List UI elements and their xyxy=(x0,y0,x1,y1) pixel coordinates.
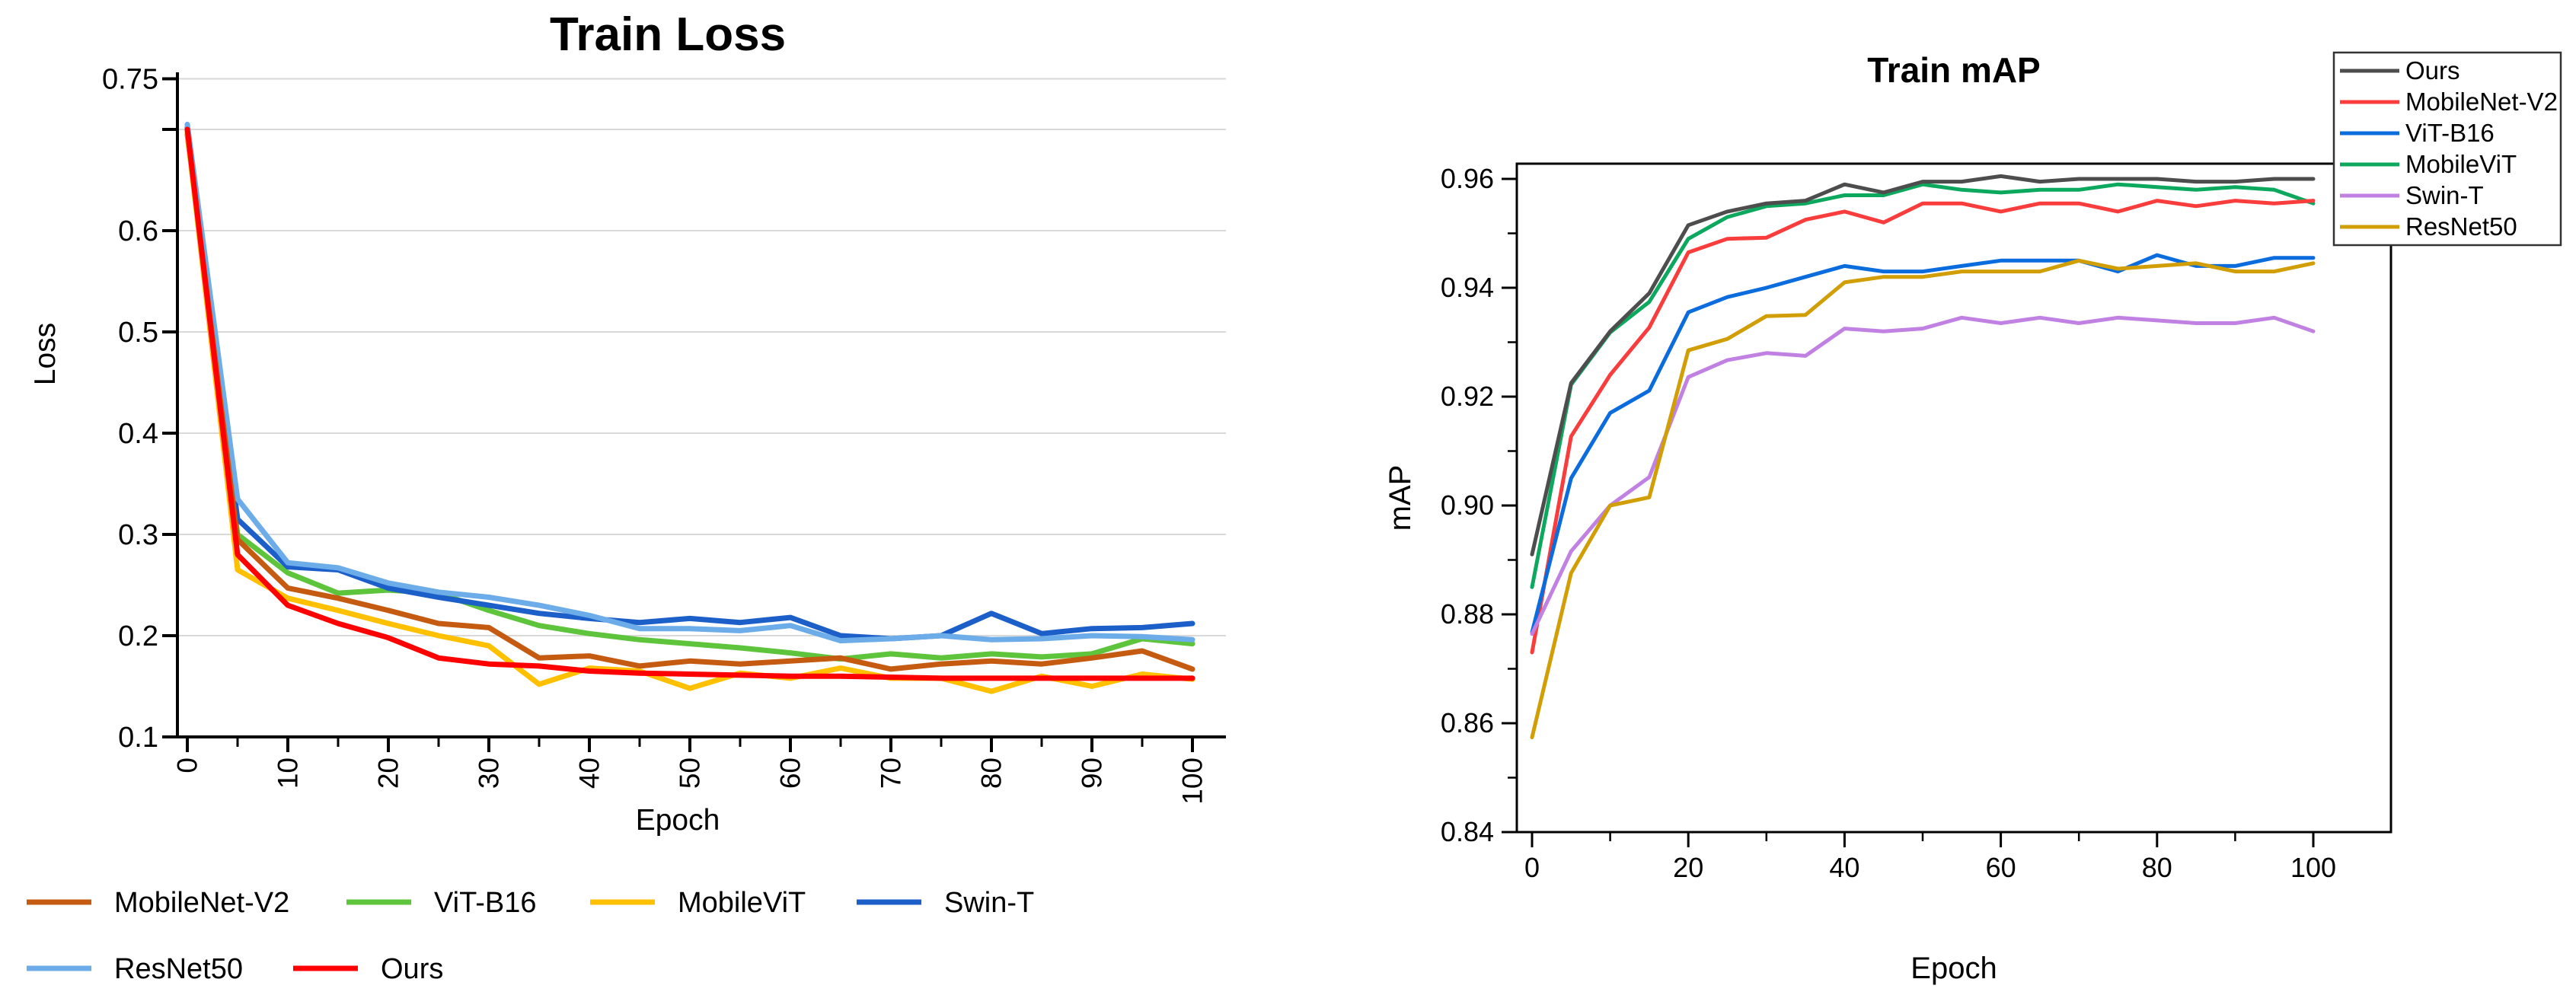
map-legend: Ours MobileNet-V2 ViT-B16 MobileViT Swin-T Re… xyxy=(2332,51,2562,247)
x-tick-label: 60 xyxy=(1986,852,2016,883)
map-tick-labels: 0.84 0.86 0.88 0.90 0.92 0.94 0.96 0 20 40 60 80 100 xyxy=(1441,163,2336,883)
x-tick-label: 0 xyxy=(172,757,203,773)
x-tick-label: 80 xyxy=(2142,852,2172,883)
legend-label: ViT-B16 xyxy=(2405,119,2495,147)
legend-label: Swin-T xyxy=(944,887,1034,919)
legend-item: Swin-T xyxy=(2340,181,2484,209)
series-line-swin-t xyxy=(184,124,1195,642)
y-tick-label: 0.94 xyxy=(1441,272,1494,303)
plot-frame xyxy=(1515,162,2392,834)
y-tick-label: 0.1 xyxy=(118,722,158,754)
y-tick-label: 0.5 xyxy=(118,317,158,349)
legend-item: MobileNet-V2 xyxy=(27,887,289,919)
x-tick-label: 0 xyxy=(1524,852,1540,883)
x-tick-label: 80 xyxy=(976,757,1007,789)
loss-axes xyxy=(162,72,1226,752)
series-line-mobilevit xyxy=(1530,182,2316,589)
y-tick-label: 0.3 xyxy=(118,519,158,551)
legend-label: MobileViT xyxy=(2405,150,2517,178)
series-line-mobilevit xyxy=(184,129,1195,694)
y-tick-label: 0.2 xyxy=(118,620,158,652)
loss-legend: MobileNet-V2 ViT-B16 MobileViT Swin-T ResNet… xyxy=(27,887,1034,985)
map-series-lines xyxy=(1530,174,2316,740)
loss-gridlines xyxy=(177,78,1226,636)
train-loss-figure: 0.1 0.2 0.3 0.4 0.5 0.6 0.75 0 10 20 30 40 50 60 70 80 9… xyxy=(27,8,1226,985)
legend-item: Ours xyxy=(2340,56,2460,85)
map-axes xyxy=(1502,162,2392,847)
x-tick-label: 90 xyxy=(1077,757,1108,789)
y-tick-label: 0.96 xyxy=(1441,163,1494,194)
series-line-ours xyxy=(184,126,1195,681)
legend-item: ResNet50 xyxy=(2340,212,2517,241)
legend-label: Swin-T xyxy=(2405,181,2484,209)
legend-item: ViT-B16 xyxy=(346,887,536,919)
series-line-vit-b16 xyxy=(184,126,1195,662)
legend-item: MobileNet-V2 xyxy=(2340,88,2558,116)
legend-label: MobileNet-V2 xyxy=(114,887,289,919)
x-tick-label: 40 xyxy=(574,757,605,789)
x-tick-label: 10 xyxy=(273,757,304,789)
train-map-figure: 0.84 0.86 0.88 0.90 0.92 0.94 0.96 0 20 40 60 80 100… xyxy=(1294,0,2576,995)
series-line-mobilenet-v2 xyxy=(1530,199,2316,655)
legend-label: ResNet50 xyxy=(2405,212,2517,241)
y-tick-label: 0.86 xyxy=(1441,707,1494,738)
y-tick-label: 0.84 xyxy=(1441,816,1494,847)
loss-tick-labels: 0.1 0.2 0.3 0.4 0.5 0.6 0.75 0 10 20 30 40 50 60 70 80 9… xyxy=(102,64,1208,805)
legend-label: MobileViT xyxy=(678,887,806,919)
x-tick-label: 30 xyxy=(474,757,505,789)
series-line-ours xyxy=(1530,174,2316,556)
x-tick-label: 60 xyxy=(775,757,806,789)
y-tick-label: 0.75 xyxy=(102,64,158,96)
legend-label: Ours xyxy=(2405,56,2460,85)
series-line-vit-b16 xyxy=(1530,253,2316,635)
loss-x-axis-title: Epoch xyxy=(636,804,720,837)
y-tick-label: 0.90 xyxy=(1441,490,1494,521)
y-tick-label: 0.88 xyxy=(1441,598,1494,630)
legend-label: ResNet50 xyxy=(114,953,243,985)
legend-label: MobileNet-V2 xyxy=(2405,88,2558,116)
loss-y-axis-title: Loss xyxy=(29,323,62,385)
x-tick-label: 50 xyxy=(675,757,706,789)
series-line-mobilenet-v2 xyxy=(184,132,1195,672)
y-tick-label: 0.6 xyxy=(118,215,158,247)
legend-label: ViT-B16 xyxy=(434,887,536,919)
legend-item: Swin-T xyxy=(857,887,1034,919)
legend-item: ResNet50 xyxy=(27,953,243,985)
series-line-resnet50 xyxy=(184,121,1195,644)
loss-series-lines xyxy=(184,121,1195,694)
map-y-axis-title: mAP xyxy=(1384,465,1417,531)
legend-item: ViT-B16 xyxy=(2340,119,2495,147)
x-tick-label: 20 xyxy=(373,757,404,789)
map-x-axis-title: Epoch xyxy=(1910,952,1997,985)
y-tick-label: 0.4 xyxy=(118,418,158,450)
series-line-swin-t xyxy=(1530,315,2316,636)
legend-item: MobileViT xyxy=(590,887,806,919)
legend-label: Ours xyxy=(381,953,443,985)
x-tick-label: 40 xyxy=(1829,852,1859,883)
x-tick-label: 100 xyxy=(1177,757,1208,805)
y-tick-label: 0.92 xyxy=(1441,381,1494,412)
x-tick-label: 20 xyxy=(1673,852,1703,883)
loss-chart-title: Train Loss xyxy=(550,8,786,61)
train-map-chart: 0.84 0.86 0.88 0.90 0.92 0.94 0.96 0 20 40 60 80 100… xyxy=(1384,50,2562,985)
train-loss-chart: 0.1 0.2 0.3 0.4 0.5 0.6 0.75 0 10 20 30 40 50 60 70 80 9… xyxy=(27,8,1226,985)
legend-box xyxy=(2332,51,2562,247)
map-chart-title: Train mAP xyxy=(1867,50,2041,90)
x-tick-label: 100 xyxy=(2290,852,2336,883)
legend-item: Ours xyxy=(293,953,443,985)
legend-item: MobileViT xyxy=(2340,150,2517,178)
series-line-resnet50 xyxy=(1530,258,2316,740)
x-tick-label: 70 xyxy=(876,757,907,789)
